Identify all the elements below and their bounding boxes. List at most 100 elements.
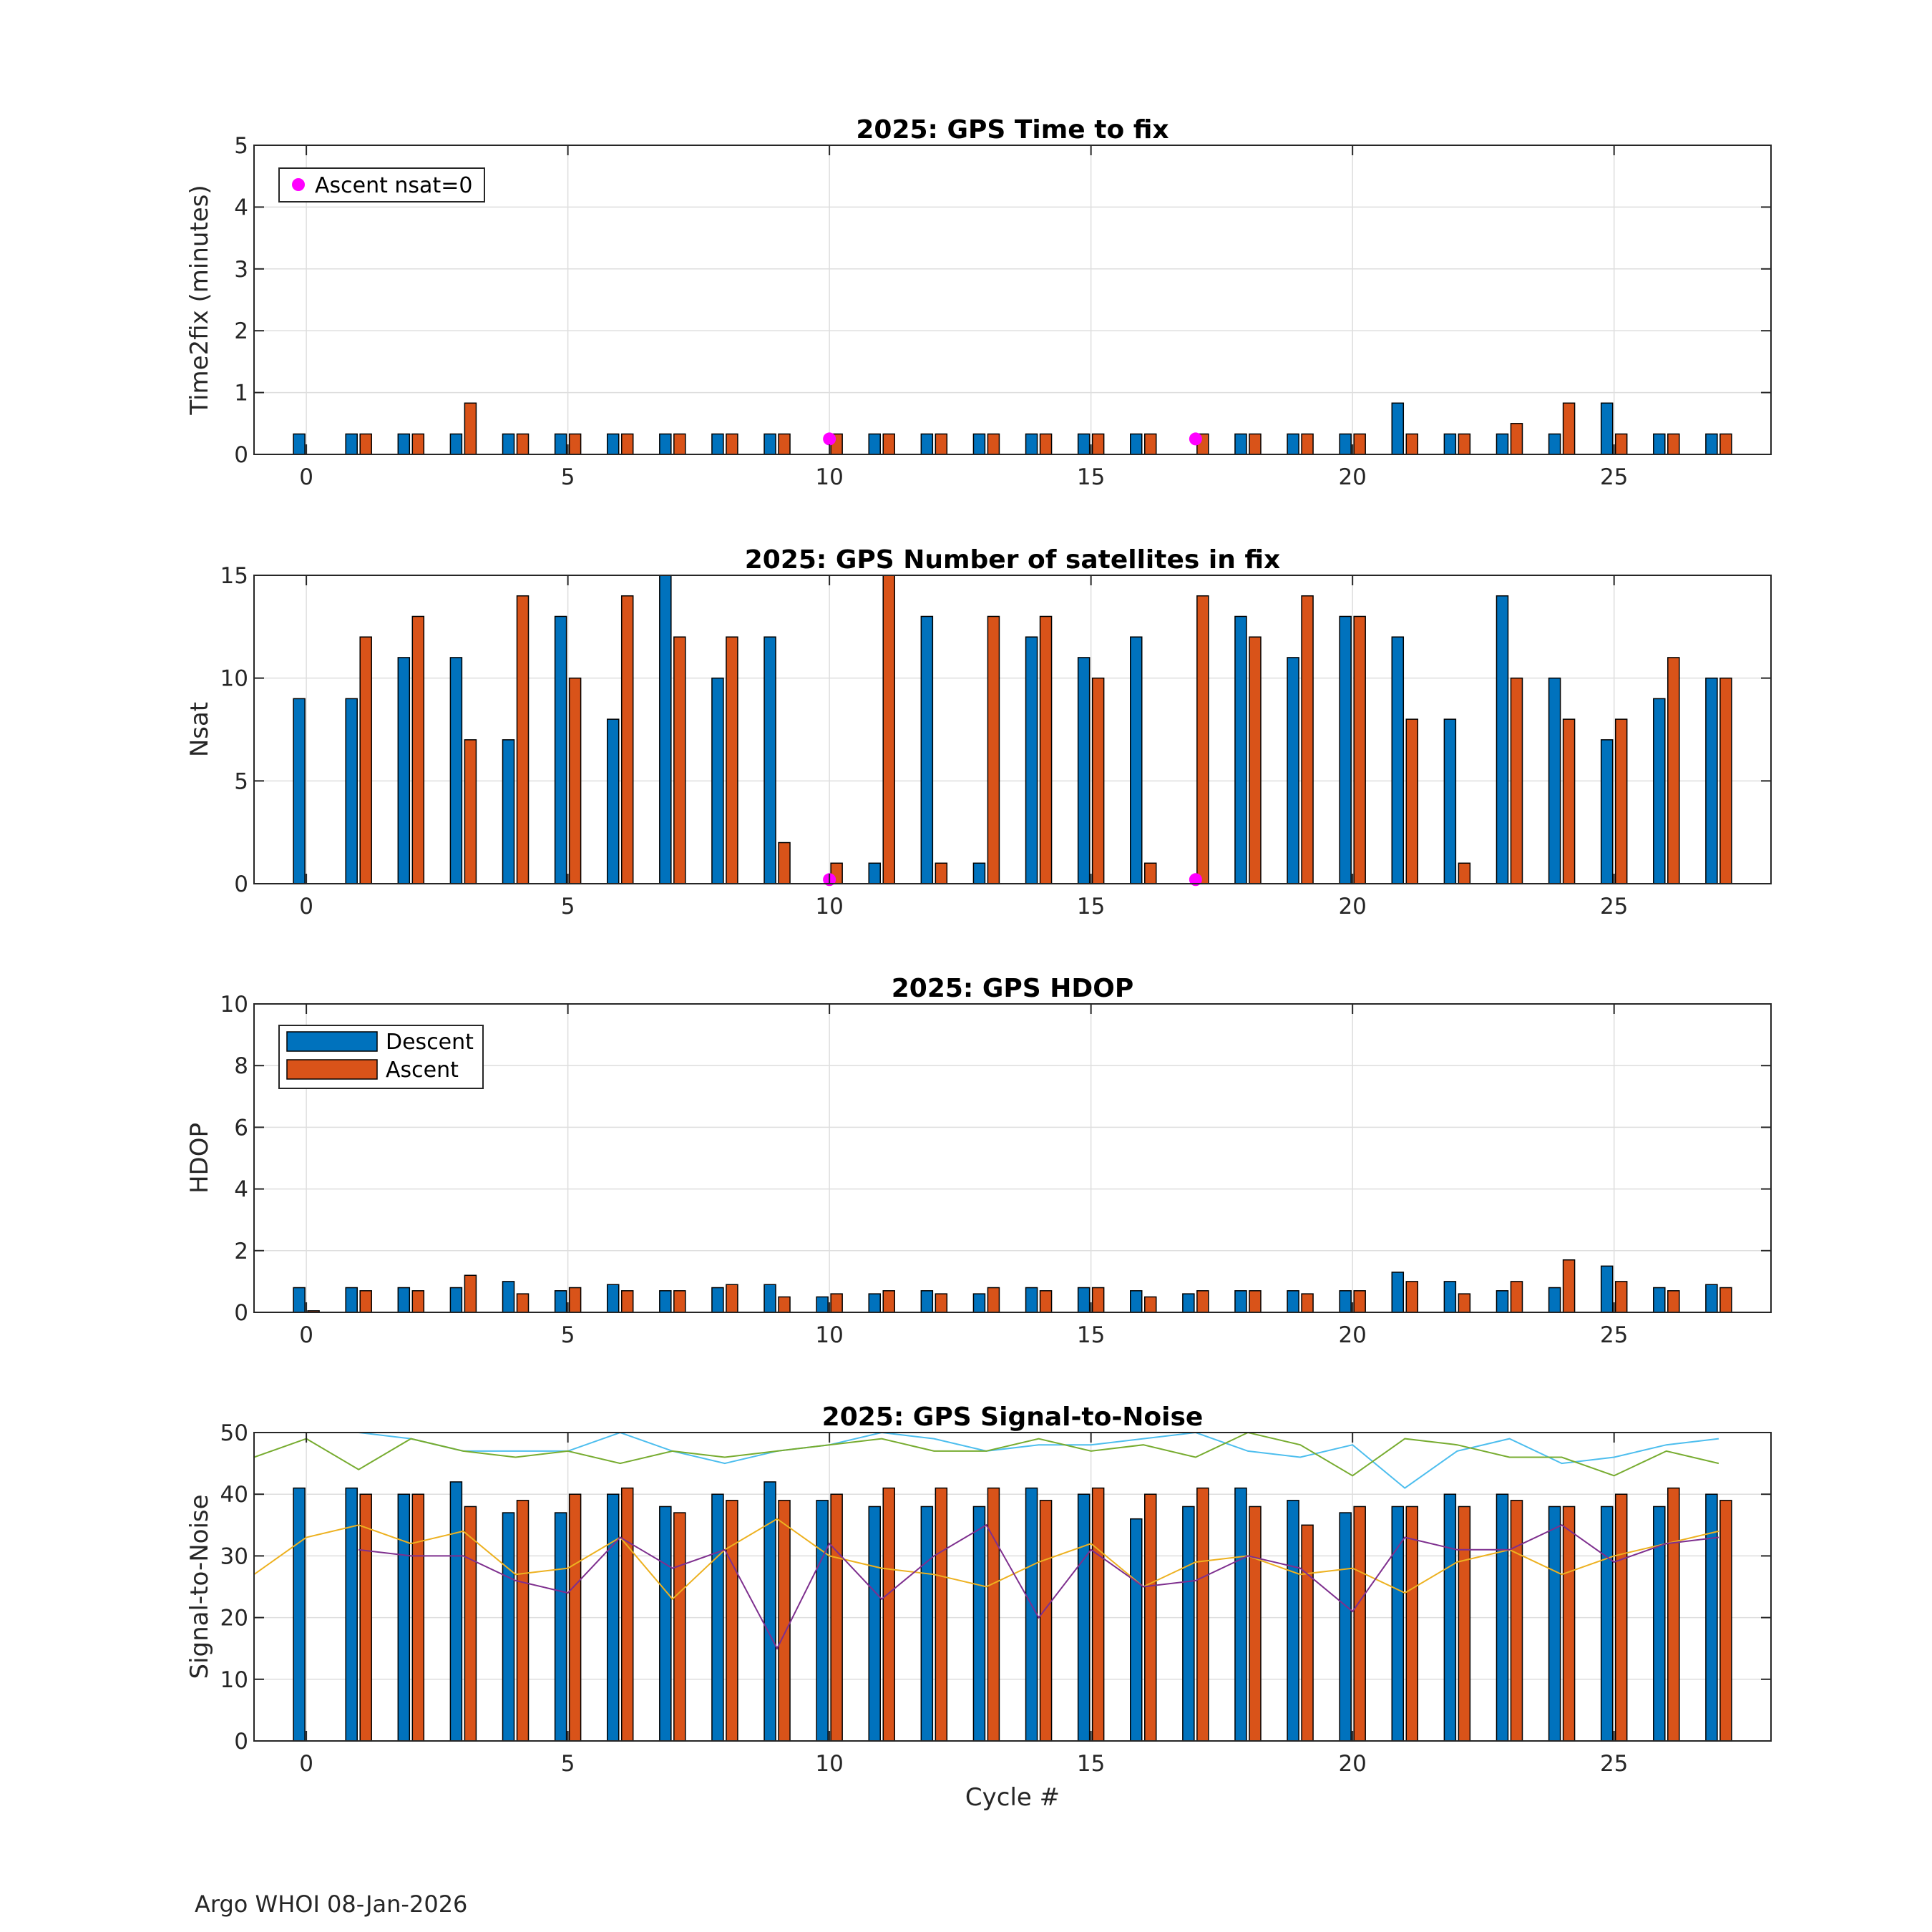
descent-bar <box>1653 1287 1666 1313</box>
descent-bar <box>449 657 463 884</box>
descent-bar <box>397 433 411 455</box>
snr-chart: 0 5 10 15 20 25 0 10 20 30 40 50 2025: GPS Signal-to… <box>185 1402 1772 1812</box>
descent-bar <box>502 1281 515 1313</box>
y-tick-label: 2 <box>234 318 248 344</box>
x-tick-label: 15 <box>1077 1751 1105 1777</box>
y-tick-label: 10 <box>220 992 248 1018</box>
ascent-bar <box>1405 1506 1419 1742</box>
x-tick-label: 0 <box>299 1751 313 1777</box>
y-tick-label: 2 <box>234 1239 248 1264</box>
ascent-bar <box>1144 433 1157 455</box>
snr-line <box>253 1431 1719 1477</box>
ascent-bar <box>1301 433 1314 455</box>
ascent-bar <box>1091 1487 1105 1742</box>
y-tick-label: 0 <box>234 872 248 897</box>
descent-bar <box>1443 718 1457 884</box>
descent-bar <box>502 1512 515 1742</box>
ascent-bar <box>1196 595 1209 884</box>
x-tick-label: 5 <box>561 464 575 490</box>
axes-box <box>253 1432 1772 1742</box>
legend-label-ascent: Ascent <box>386 1058 459 1083</box>
ascent-bar <box>1249 433 1262 455</box>
legend-swatch-descent <box>286 1031 378 1052</box>
descent-bar <box>711 433 724 455</box>
descent-bar <box>397 1493 411 1742</box>
descent-bar <box>554 1290 567 1313</box>
x-tick-label: 20 <box>1338 1751 1366 1777</box>
descent-bar <box>659 433 672 455</box>
ascent-bar <box>411 1493 425 1742</box>
ascent-bar <box>516 433 530 455</box>
descent-bar <box>397 1287 411 1313</box>
y-tick-label: 0 <box>234 1729 248 1755</box>
nsat0-marker <box>1189 432 1202 446</box>
descent-bar <box>1600 402 1614 455</box>
ascent-bar <box>1510 1500 1523 1742</box>
descent-bar <box>345 698 358 884</box>
y-tick-label: 20 <box>220 1606 248 1631</box>
descent-bar <box>1653 698 1666 884</box>
descent-bar <box>1391 1272 1405 1313</box>
descent-bar <box>345 433 358 455</box>
ascent-bar <box>726 1500 738 1742</box>
ascent-bar <box>673 433 686 455</box>
nsat0-marker <box>823 432 836 446</box>
legend-box <box>278 167 485 203</box>
descent-bar <box>1653 1506 1666 1742</box>
ascent-bar <box>1719 433 1732 455</box>
ascent-bar <box>778 433 791 455</box>
descent-bar <box>1548 1287 1561 1313</box>
ascent-bar <box>359 636 372 884</box>
x-tick-label: 15 <box>1077 1322 1105 1348</box>
descent-bar <box>397 657 411 884</box>
ascent-bar <box>1458 433 1471 455</box>
ascent-bar <box>359 1290 372 1313</box>
ascent-bar <box>830 1493 843 1742</box>
ascent-bar <box>1562 402 1576 455</box>
descent-bar <box>1496 1290 1509 1313</box>
legend-label: Ascent nsat=0 <box>315 173 472 198</box>
x-tick-label: 25 <box>1600 464 1628 490</box>
x-tick-label: 5 <box>561 894 575 919</box>
ascent-bar <box>1458 862 1471 884</box>
ascent-bar <box>411 615 425 884</box>
ascent-bar <box>359 433 372 455</box>
descent-bar <box>711 1493 724 1742</box>
descent-bar <box>449 433 463 455</box>
ascent-bar <box>935 1293 948 1313</box>
x-tick-label: 15 <box>1077 894 1105 919</box>
ascent-bar <box>620 1290 634 1313</box>
descent-bar <box>1182 1506 1195 1742</box>
descent-bar <box>606 433 620 455</box>
x-tick-label: 15 <box>1077 464 1105 490</box>
ascent-bar <box>516 1500 530 1742</box>
y-axis-label: Signal-to-Noise <box>185 1494 214 1679</box>
snr-line <box>358 1431 1719 1489</box>
legend: Ascent nsat=0 <box>278 167 485 203</box>
x-tick-label: 25 <box>1600 1751 1628 1777</box>
descent-bar <box>1234 615 1247 884</box>
ascent-bar <box>1353 615 1366 884</box>
descent-bar <box>868 862 881 884</box>
ascent-bar <box>987 433 1000 455</box>
x-tick-label: 5 <box>561 1751 575 1777</box>
descent-bar <box>972 862 986 884</box>
descent-bar <box>1234 1487 1247 1742</box>
y-tick-label: 10 <box>220 666 248 692</box>
ascent-bar <box>1510 677 1523 884</box>
ascent-bar <box>411 433 425 455</box>
axes-box <box>253 145 1772 455</box>
descent-bar <box>1705 1284 1718 1313</box>
descent-bar <box>1025 1287 1038 1313</box>
y-tick-label: 6 <box>234 1115 248 1141</box>
y-tick-label: 8 <box>234 1053 248 1079</box>
descent-bar <box>554 433 567 455</box>
descent-bar <box>711 1287 724 1313</box>
ascent-bar <box>516 1293 530 1313</box>
legend: Descent Ascent <box>278 1025 484 1089</box>
ascent-bar <box>516 595 530 884</box>
ascent-bar <box>882 1290 895 1313</box>
x-tick-label: 10 <box>815 1322 843 1348</box>
descent-bar <box>659 575 672 884</box>
descent-bar <box>659 1290 672 1313</box>
